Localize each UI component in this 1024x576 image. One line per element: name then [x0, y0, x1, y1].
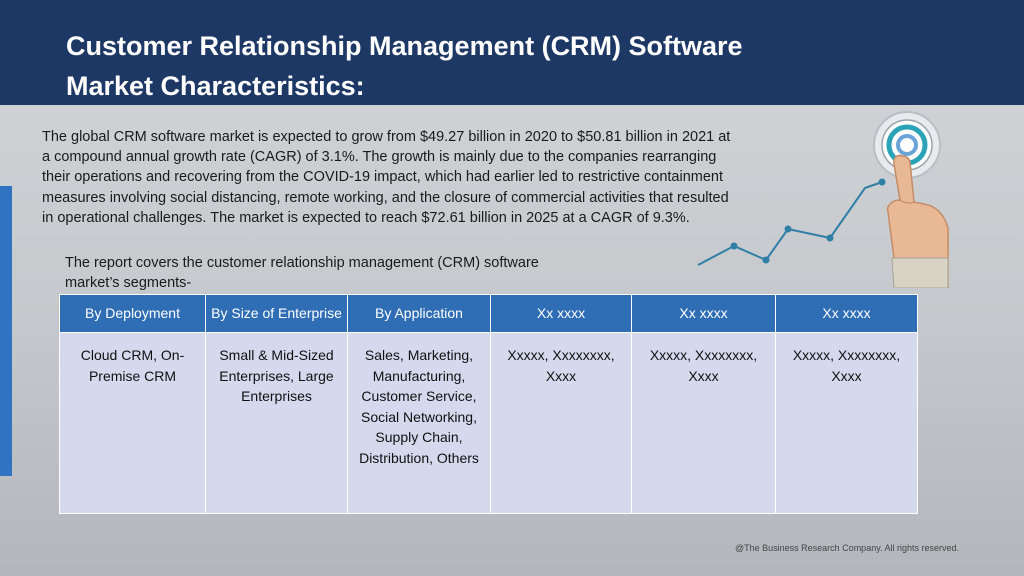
column-header: By Application — [347, 294, 491, 333]
segments-intro-text: The report covers the customer relations… — [65, 255, 539, 292]
market-summary-paragraph: The global CRM software market is expect… — [42, 129, 731, 226]
table-cell: Cloud CRM, On-Premise CRM — [59, 332, 206, 514]
table-row: Cloud CRM, On-Premise CRM Small & Mid-Si… — [59, 332, 918, 514]
column-header: Xx xxxx — [775, 294, 918, 333]
growth-graphic — [697, 111, 949, 288]
segments-table: By Deployment By Size of Enterprise By A… — [59, 294, 918, 514]
table-cell: Xxxxx, Xxxxxxxx, Xxxx — [631, 332, 776, 514]
table-cell: Small & Mid-Sized Enterprises, Large Ent… — [205, 332, 348, 514]
slide-title: Customer Relationship Management (CRM) S… — [66, 31, 743, 101]
table-cell: Xxxxx, Xxxxxxxx, Xxxx — [775, 332, 918, 514]
pointing-hand-icon — [886, 154, 949, 288]
table-cell: Xxxxx, Xxxxxxxx, Xxxx — [490, 332, 632, 514]
column-header: Xx xxxx — [631, 294, 776, 333]
left-accent-bar — [0, 186, 12, 476]
column-header: By Size of Enterprise — [205, 294, 348, 333]
growth-line-graphic — [697, 178, 886, 266]
title-bar: Customer Relationship Management (CRM) S… — [0, 0, 1024, 105]
column-header: Xx xxxx — [490, 294, 632, 333]
table-cell: Sales, Marketing, Manufacturing, Custome… — [347, 332, 491, 514]
copyright-footer: @The Business Research Company. All righ… — [735, 543, 960, 553]
table-header-row: By Deployment By Size of Enterprise By A… — [59, 294, 918, 333]
column-header: By Deployment — [59, 294, 206, 333]
